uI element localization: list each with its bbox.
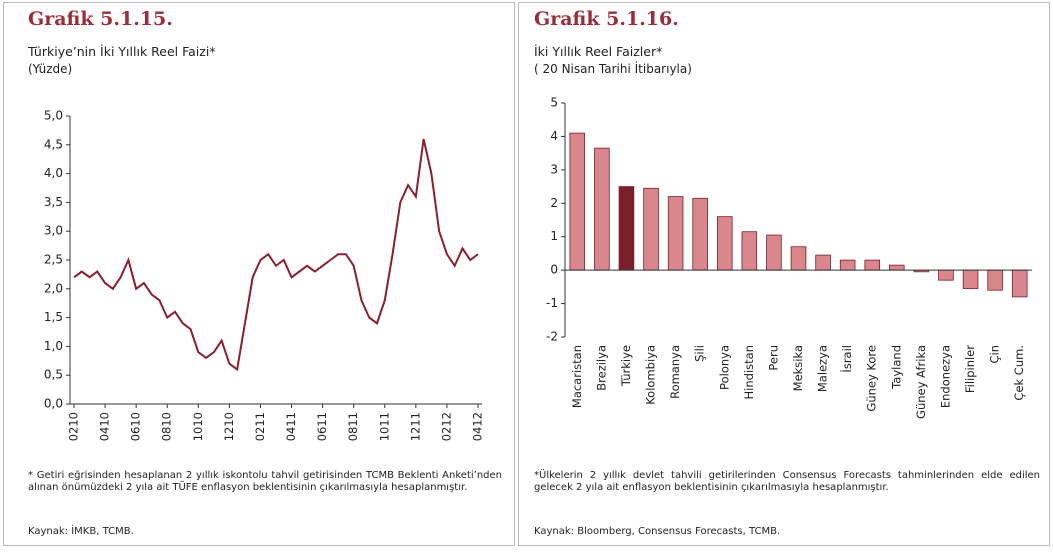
x-tick-label: Macaristan	[570, 345, 584, 408]
x-tick-label: Şili	[693, 345, 707, 362]
x-tick-label: Çek Cum.	[1012, 345, 1026, 401]
bar	[569, 132, 586, 271]
bar	[815, 254, 831, 271]
chart-subtitle: Türkiye’nin İki Yıllık Reel Faizi*	[28, 44, 216, 59]
x-tick-label: 0411	[284, 412, 298, 441]
y-tick-label: 5	[550, 96, 558, 110]
y-tick-label: 1,5	[44, 310, 63, 324]
x-tick-label: Hindistan	[742, 345, 756, 399]
x-tick-label: 1011	[377, 412, 391, 441]
bar	[692, 197, 708, 271]
line	[73, 138, 479, 372]
y-tick-label: 1,0	[44, 339, 63, 353]
x-tick-label: 0210	[67, 412, 81, 441]
bar	[790, 246, 807, 271]
bar	[643, 187, 659, 271]
bar	[889, 264, 905, 271]
x-tick-label: 1010	[191, 412, 205, 441]
x-tick-label: Filipinler	[963, 345, 977, 393]
y-tick-label: 2,5	[44, 253, 63, 267]
source: Kaynak: Bloomberg, Consensus Forecasts, …	[534, 526, 781, 537]
x-tick-label: İsrail	[839, 345, 854, 373]
bar	[962, 269, 979, 289]
x-tick-label: 0212	[439, 412, 453, 441]
x-tick-label: 0412	[471, 412, 485, 441]
source: Kaynak: İMKB, TCMB.	[28, 526, 134, 537]
y-tick-label: 2	[550, 196, 558, 210]
y-tick-label: 3	[550, 162, 558, 176]
bar	[766, 234, 782, 271]
x-tick-label: Romanya	[668, 345, 682, 399]
y-tick-label: 5,0	[44, 109, 63, 123]
x-tick-label: 0810	[160, 412, 174, 441]
x-tick-label: 0410	[98, 412, 112, 441]
bar	[667, 196, 684, 271]
y-tick-label: -1	[546, 296, 558, 310]
x-tick-label: Güney Kore	[865, 345, 879, 412]
y-tick-label: -2	[546, 330, 558, 344]
chart-title: Grafik 5.1.16.	[534, 8, 679, 30]
y-tick-label: 4,0	[44, 166, 63, 180]
x-tick-label: Çin	[988, 345, 1002, 364]
chart-subtitle: İki Yıllık Reel Faizler*	[534, 44, 663, 59]
x-tick-label: Endonezya	[938, 345, 952, 408]
y-tick-label: 4,5	[44, 137, 63, 151]
x-tick-label: 1211	[408, 412, 422, 441]
footnote: * Getiri eğrisinden hesaplanan 2 yıllık …	[28, 470, 502, 493]
unit-label: (Yüzde)	[28, 62, 73, 76]
unit-label: ( 20 Nisan Tarihi İtibarıyla)	[534, 62, 692, 76]
x-tick-label: Tayland	[889, 345, 903, 390]
x-tick-label: 1210	[222, 412, 236, 441]
x-tick-label: Güney Afrika	[914, 345, 928, 419]
bar	[987, 269, 1003, 291]
x-tick-label: 0611	[315, 412, 329, 441]
bar	[1011, 269, 1028, 298]
x-tick-label: 0811	[346, 412, 360, 441]
x-tick-label: Meksika	[791, 345, 805, 391]
x-tick-label: 0610	[129, 412, 143, 441]
y-tick-label: 4	[550, 129, 558, 143]
bar	[839, 259, 856, 271]
y-tick-label: 3,5	[44, 195, 63, 209]
x-tick-label: Brezilya	[594, 345, 608, 391]
footnote: *Ülkelerin 2 yıllık devlet tahvili getir…	[534, 470, 1040, 493]
x-tick-label: Kolombiya	[644, 345, 658, 405]
y-tick-label: 0	[550, 263, 558, 277]
y-tick-label: 3,0	[44, 224, 63, 238]
chart-title: Grafik 5.1.15.	[28, 8, 173, 30]
bar	[864, 259, 881, 271]
x-tick-label: Türkiye	[619, 345, 633, 387]
y-tick-label: 2,0	[44, 281, 63, 295]
y-tick-label: 0,0	[44, 397, 63, 411]
right-panel	[518, 2, 1050, 546]
x-tick-label: Polonya	[717, 345, 731, 390]
bar	[594, 147, 610, 271]
y-tick-label: 1	[550, 229, 558, 243]
bar	[618, 186, 635, 271]
x-tick-label: Peru	[766, 345, 780, 371]
bar	[938, 269, 954, 281]
x-tick-label: 0211	[253, 412, 267, 441]
left-panel	[3, 2, 515, 546]
y-tick-label: 0,5	[44, 368, 63, 382]
bar	[741, 231, 758, 271]
x-tick-label: Malezya	[816, 345, 830, 392]
bar	[716, 216, 733, 271]
